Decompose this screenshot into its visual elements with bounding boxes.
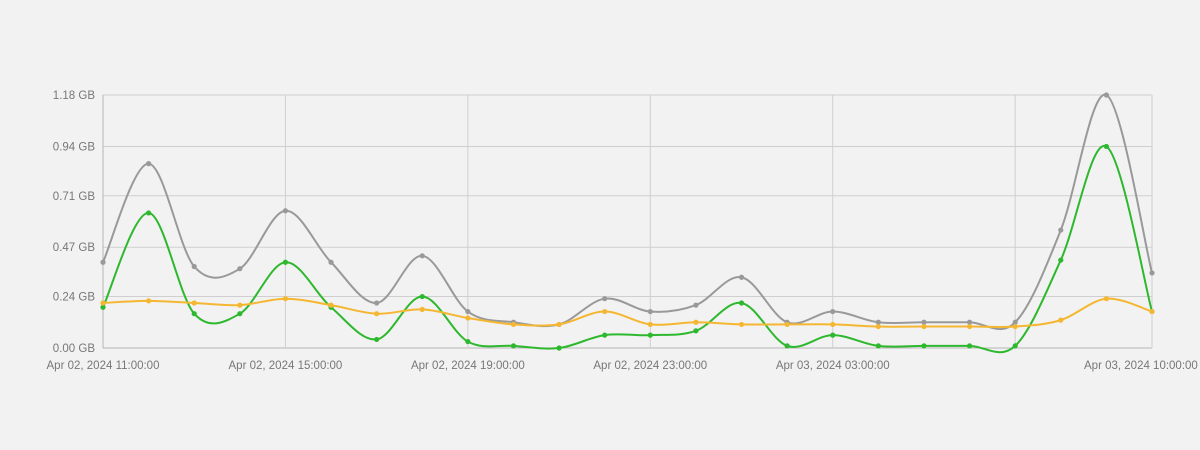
data-point[interactable] xyxy=(1103,92,1109,98)
data-point[interactable] xyxy=(738,300,745,306)
data-point[interactable] xyxy=(146,161,152,167)
data-point[interactable] xyxy=(693,328,699,334)
x-tick-label: Apr 02, 2024 23:00:00 xyxy=(593,360,707,372)
data-point[interactable] xyxy=(282,259,289,265)
data-point[interactable] xyxy=(465,308,471,315)
data-point[interactable] xyxy=(921,323,927,330)
x-tick-label: Apr 03, 2024 03:00:00 xyxy=(776,360,890,372)
data-point[interactable] xyxy=(1058,317,1064,323)
y-tick-label: 0.24 GB xyxy=(53,292,96,304)
data-point[interactable] xyxy=(830,332,836,338)
data-point[interactable] xyxy=(237,311,243,317)
series-3 xyxy=(100,296,1155,330)
data-point[interactable] xyxy=(146,298,152,304)
y-tick-label: 0.47 GB xyxy=(53,242,96,254)
data-point[interactable] xyxy=(647,332,653,338)
data-point[interactable] xyxy=(374,300,380,306)
data-point[interactable] xyxy=(282,296,289,302)
data-point[interactable] xyxy=(875,323,881,330)
data-point[interactable] xyxy=(602,308,608,315)
series-1 xyxy=(100,92,1155,331)
data-point[interactable] xyxy=(237,266,243,272)
data-point[interactable] xyxy=(374,311,380,317)
data-point[interactable] xyxy=(966,319,973,325)
data-point[interactable] xyxy=(191,311,197,317)
data-point[interactable] xyxy=(738,274,745,280)
data-point[interactable] xyxy=(830,308,836,315)
y-tick-label: 0.71 GB xyxy=(53,191,96,203)
data-point[interactable] xyxy=(693,319,699,325)
x-tick-label: Apr 02, 2024 11:00:00 xyxy=(47,360,160,372)
data-point[interactable] xyxy=(602,332,608,338)
data-point[interactable] xyxy=(875,343,881,349)
x-tick-label: Apr 02, 2024 19:00:00 xyxy=(411,360,525,372)
data-point[interactable] xyxy=(510,343,517,349)
data-point[interactable] xyxy=(419,293,425,300)
data-point[interactable] xyxy=(465,315,471,321)
data-point[interactable] xyxy=(100,300,106,306)
data-point[interactable] xyxy=(966,343,973,349)
data-point[interactable] xyxy=(921,343,927,349)
data-point[interactable] xyxy=(191,263,197,270)
data-point[interactable] xyxy=(510,321,517,328)
data-point[interactable] xyxy=(374,336,380,343)
data-point[interactable] xyxy=(1058,227,1064,233)
data-point[interactable] xyxy=(419,306,425,313)
data-point[interactable] xyxy=(1058,257,1064,263)
data-point[interactable] xyxy=(1149,270,1155,276)
data-point[interactable] xyxy=(1103,296,1109,302)
data-point[interactable] xyxy=(100,259,106,265)
x-tick-label: Apr 02, 2024 15:00:00 xyxy=(229,360,343,372)
series-line xyxy=(102,93,1153,331)
data-point[interactable] xyxy=(237,302,243,308)
data-point[interactable] xyxy=(1103,143,1109,150)
series-layer xyxy=(100,92,1155,354)
data-point[interactable] xyxy=(100,304,106,310)
data-point[interactable] xyxy=(647,321,653,328)
data-point[interactable] xyxy=(738,321,745,328)
y-tick-label: 0.94 GB xyxy=(53,141,96,153)
data-point[interactable] xyxy=(1012,319,1018,325)
tick-labels: 0.00 GB 0.24 GB 0.47 GB 0.71 GB 0.94 GB 1.18 … xyxy=(47,90,1198,372)
data-point[interactable] xyxy=(556,321,562,328)
data-point[interactable] xyxy=(830,321,836,328)
data-point[interactable] xyxy=(784,321,790,328)
data-point[interactable] xyxy=(1012,343,1018,349)
data-point[interactable] xyxy=(693,302,699,308)
data-point[interactable] xyxy=(1149,308,1155,315)
data-point[interactable] xyxy=(465,338,471,345)
data-point[interactable] xyxy=(966,323,973,330)
series-line xyxy=(102,145,1153,354)
series-2 xyxy=(100,143,1155,354)
data-point[interactable] xyxy=(784,343,790,349)
data-point[interactable] xyxy=(419,253,425,259)
data-point[interactable] xyxy=(875,319,881,325)
data-point[interactable] xyxy=(1012,323,1018,330)
data-point[interactable] xyxy=(191,300,197,306)
data-point[interactable] xyxy=(146,210,152,216)
x-tick-label: Apr 03, 2024 10:00:00 xyxy=(1084,360,1198,372)
data-point[interactable] xyxy=(556,345,562,351)
data-point[interactable] xyxy=(602,296,608,302)
data-point[interactable] xyxy=(328,302,334,308)
data-point[interactable] xyxy=(921,319,927,325)
grid xyxy=(102,94,1153,349)
y-tick-label: 1.18 GB xyxy=(53,90,96,102)
data-point[interactable] xyxy=(282,208,289,214)
data-point[interactable] xyxy=(647,308,653,315)
y-tick-label: 0.00 GB xyxy=(53,343,96,355)
series-line xyxy=(102,297,1153,329)
data-point[interactable] xyxy=(328,259,334,265)
